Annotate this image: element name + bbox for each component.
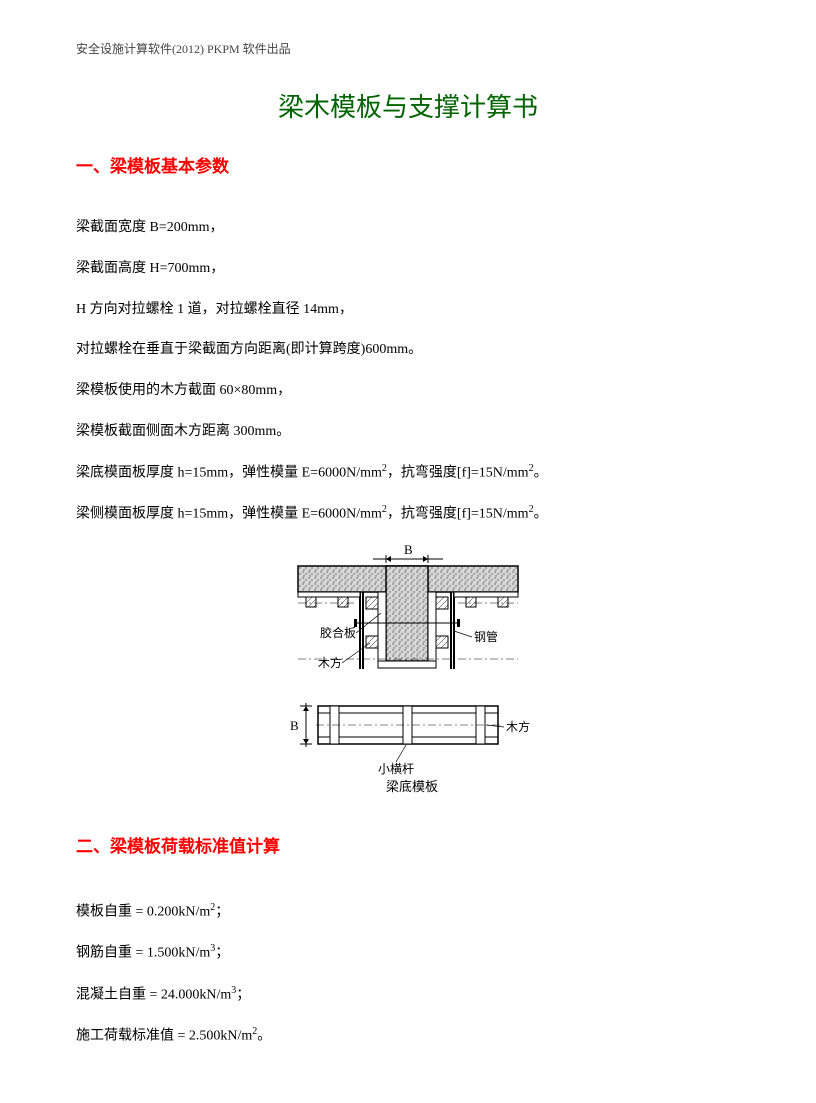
param-height: 梁截面高度 H=700mm， <box>76 254 740 285</box>
load-construction: 施工荷载标准值 = 2.500kN/m2。 <box>76 1021 740 1052</box>
diagram-label-mufang2: 木方 <box>506 719 530 734</box>
s2p3-prefix: 混凝土自重 = 24.000kN/m <box>76 987 231 1002</box>
section1-heading: 一、梁模板基本参数 <box>76 152 740 177</box>
s2p4-prefix: 施工荷载标准值 = 2.500kN/m <box>76 1029 252 1044</box>
p7-suffix: 。 <box>534 465 548 480</box>
s2p1-prefix: 模板自重 = 0.200kN/m <box>76 904 210 919</box>
p8-prefix: 梁侧模面板厚度 h=15mm，弹性模量 E=6000N/mm <box>76 507 382 522</box>
param-bolt: H 方向对拉螺栓 1 道，对拉螺栓直径 14mm， <box>76 295 740 326</box>
s2p1-suffix: ； <box>215 904 229 919</box>
diagram-container: B <box>76 541 740 806</box>
param-wood-spacing: 梁模板截面侧面木方距离 300mm。 <box>76 417 740 448</box>
load-rebar: 钢筋自重 = 1.500kN/m3； <box>76 938 740 969</box>
page: 安全设施计算软件(2012) PKPM 软件出品 梁木模板与支撑计算书 一、梁模… <box>0 0 816 1103</box>
document-title: 梁木模板与支撑计算书 <box>76 87 740 124</box>
param-bottom-panel: 梁底模面板厚度 h=15mm，弹性模量 E=6000N/mm2，抗弯强度[f]=… <box>76 458 740 489</box>
param-wood-section: 梁模板使用的木方截面 60×80mm， <box>76 376 740 407</box>
section2-heading: 二、梁模板荷载标准值计算 <box>76 832 740 857</box>
diagram-label-B-top: B <box>404 542 413 557</box>
s2p3-suffix: ； <box>236 987 250 1002</box>
p7-mid: ，抗弯强度[f]=15N/mm <box>387 465 529 480</box>
load-concrete: 混凝土自重 = 24.000kN/m3； <box>76 980 740 1011</box>
diagram-label-xiaohenggan: 小横杆 <box>378 762 414 776</box>
s2p4-suffix: 。 <box>257 1029 271 1044</box>
load-formwork: 模板自重 = 0.200kN/m2； <box>76 897 740 928</box>
p8-suffix: 。 <box>534 507 548 522</box>
param-width: 梁截面宽度 B=200mm， <box>76 213 740 244</box>
page-header: 安全设施计算软件(2012) PKPM 软件出品 <box>76 40 740 57</box>
diagram-label-jiaoheban: 胶合板 <box>320 625 356 640</box>
formwork-diagram: B <box>278 541 538 806</box>
diagram-label-gangguan: 钢管 <box>474 629 498 644</box>
diagram-label-B-left: B <box>290 718 299 733</box>
s2p2-suffix: ； <box>215 946 229 961</box>
s2p2-prefix: 钢筋自重 = 1.500kN/m <box>76 946 210 961</box>
diagram-bottom-caption: 梁底模板 <box>386 779 438 794</box>
param-side-panel: 梁侧模面板厚度 h=15mm，弹性模量 E=6000N/mm2，抗弯强度[f]=… <box>76 499 740 530</box>
p8-mid: ，抗弯强度[f]=15N/mm <box>387 507 529 522</box>
diagram-label-mufang: 木方 <box>318 655 342 670</box>
p7-prefix: 梁底模面板厚度 h=15mm，弹性模量 E=6000N/mm <box>76 465 382 480</box>
section2: 二、梁模板荷载标准值计算 模板自重 = 0.200kN/m2； 钢筋自重 = 1… <box>76 832 740 1053</box>
param-bolt-span: 对拉螺栓在垂直于梁截面方向距离(即计算跨度)600mm。 <box>76 335 740 366</box>
